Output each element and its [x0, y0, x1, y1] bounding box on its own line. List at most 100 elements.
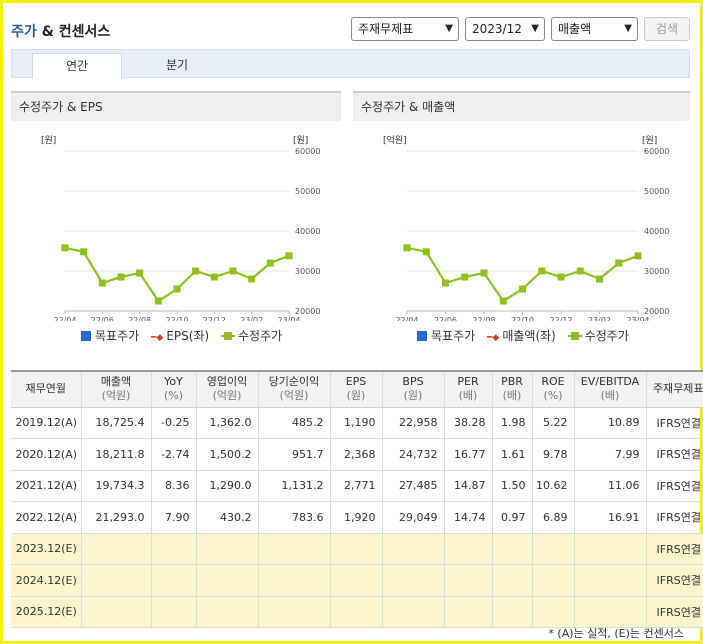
table-cell: 1.50: [491, 470, 532, 502]
period-cell: 2020.12(A): [11, 438, 81, 471]
table-cell: [531, 564, 574, 597]
red-diamond-icon: ━◆: [151, 333, 164, 343]
column-header-label: EV/EBITDA: [580, 375, 640, 389]
y-tick-label: 50000: [644, 187, 669, 196]
table-cell: [195, 596, 258, 628]
footnote: * (A)는 실적, (E)는 컨센서스: [548, 627, 684, 640]
table-cell: IFRS연결: [645, 533, 703, 565]
left-axis-unit: [억원]: [383, 134, 407, 146]
column-header: 재무연월: [11, 370, 81, 408]
data-point: [615, 259, 623, 267]
data-point: [461, 273, 469, 281]
tab-annual[interactable]: 연간: [32, 53, 122, 79]
legend-item-revenue[interactable]: ━◆ 매출액(좌): [487, 327, 556, 344]
title-rest: & 컨센서스: [41, 24, 111, 40]
column-header-label: 매출액: [100, 375, 132, 389]
data-point: [136, 269, 144, 277]
x-tick-label: 22/12: [549, 316, 572, 321]
period-cell: 2025.12(E): [11, 596, 81, 628]
column-header: 매출액 (억원): [80, 370, 151, 408]
period-cell: 2023.12(E): [11, 533, 81, 565]
y-tick-label: 30000: [295, 267, 320, 276]
chart2: [억원] [원] 60000 50000 40000 30000 20000 22/04 22/…: [353, 131, 690, 325]
table-cell: [80, 533, 151, 565]
legend-item-eps[interactable]: ━◆ EPS(좌): [151, 327, 209, 344]
legend-item-adjusted-price[interactable]: 수정주가: [221, 327, 282, 344]
data-point: [229, 267, 237, 275]
table-cell: [329, 533, 382, 565]
table-cell: [531, 533, 574, 565]
green-square-line-icon: [567, 331, 582, 341]
series-line: [406, 246, 639, 303]
table-cell: 7.90: [150, 501, 196, 534]
table-cell: -2.74: [150, 438, 196, 471]
column-header: EPS (원): [329, 370, 382, 408]
x-tick-label: 23/04: [626, 316, 649, 321]
column-header: PBR (배): [491, 370, 532, 408]
period-cell: 2024.12(E): [11, 564, 81, 597]
table-cell: 14.87: [443, 470, 492, 502]
metric-select-value: 매출액: [558, 22, 592, 36]
data-point: [192, 267, 200, 275]
legend-label: EPS(좌): [166, 329, 210, 343]
x-tick-label: 23/04: [277, 316, 300, 321]
column-header: PER (배): [443, 370, 492, 408]
table-cell: 18,211.8: [80, 438, 151, 471]
x-tick-label: 22/10: [511, 316, 534, 321]
table-cell: 2,368: [329, 438, 382, 471]
column-header-unit: (배): [600, 389, 620, 403]
table-cell: IFRS연결: [645, 470, 703, 502]
table-cell: 10.62: [531, 470, 574, 502]
table-cell: 21,293.0: [80, 501, 151, 534]
data-point: [248, 275, 256, 283]
data-point: [442, 279, 449, 287]
y-tick-label: 20000: [295, 307, 320, 316]
legend-item-target-price[interactable]: 목표주가: [417, 327, 475, 344]
x-tick-label: 22/08: [472, 316, 495, 321]
table-row: 2021.12(A) 19,734.3 8.36 1,290.0 1,131.2 2,77…: [11, 470, 703, 502]
period-select[interactable]: 2023/12 ▼: [465, 17, 545, 41]
table-cell: [257, 596, 330, 628]
period-cell: 2021.12(A): [11, 470, 81, 502]
chart2-legend: 목표주가 ━◆ 매출액(좌) 수정주가: [417, 327, 637, 344]
data-point: [480, 269, 488, 277]
table-cell: 1,500.2: [195, 438, 258, 471]
table-cell: IFRS연결: [645, 501, 703, 534]
title-highlight: 주가: [11, 24, 37, 40]
column-header-label: ROE: [541, 375, 565, 389]
y-tick-label: 60000: [644, 147, 669, 156]
table-cell: 38.28: [443, 407, 492, 439]
table-cell: 1,290.0: [195, 470, 258, 502]
legend-item-target-price[interactable]: 목표주가: [81, 327, 139, 344]
y-tick-label: 50000: [295, 187, 320, 196]
data-point: [61, 244, 69, 252]
chart1: [원] [원] 60000 50000 40000 30000 20000 22/04 22/0…: [11, 131, 341, 325]
table-cell: 16.77: [443, 438, 492, 471]
x-tick-label: 22/04: [53, 316, 76, 321]
y-tick-label: 40000: [644, 227, 669, 236]
blue-square-icon: [417, 331, 427, 341]
left-axis-unit: [원]: [41, 135, 56, 146]
data-point: [538, 267, 546, 275]
x-tick-label: 22/10: [165, 316, 188, 321]
y-tick-label: 20000: [644, 307, 669, 316]
x-tick-label: 22/12: [203, 316, 226, 321]
metric-select[interactable]: 매출액 ▼: [551, 17, 638, 41]
table-cell: IFRS연결: [645, 564, 703, 597]
tab-quarterly[interactable]: 분기: [165, 58, 189, 72]
column-header-label: PBR: [501, 375, 523, 389]
table-cell: 1,190: [329, 407, 382, 439]
chart2-svg: [억원] [원]60000 50000 40000 30000 20000 22/04 22/…: [383, 134, 669, 325]
statement-select[interactable]: 주재무제표 ▼: [351, 17, 459, 41]
data-point: [576, 267, 584, 275]
column-header-label: EPS: [345, 375, 367, 389]
search-button[interactable]: 검색: [644, 17, 690, 41]
column-header: EV/EBITDA (배): [573, 370, 646, 408]
column-header-label: PER: [457, 375, 479, 389]
column-header-unit: (%): [543, 389, 563, 403]
column-header-unit: (원): [346, 389, 366, 403]
table-cell: 6.89: [531, 501, 574, 534]
legend-item-adjusted-price[interactable]: 수정주가: [567, 327, 629, 344]
x-tick-label: 23/02: [240, 316, 263, 321]
table-cell: 14.74: [443, 501, 492, 534]
